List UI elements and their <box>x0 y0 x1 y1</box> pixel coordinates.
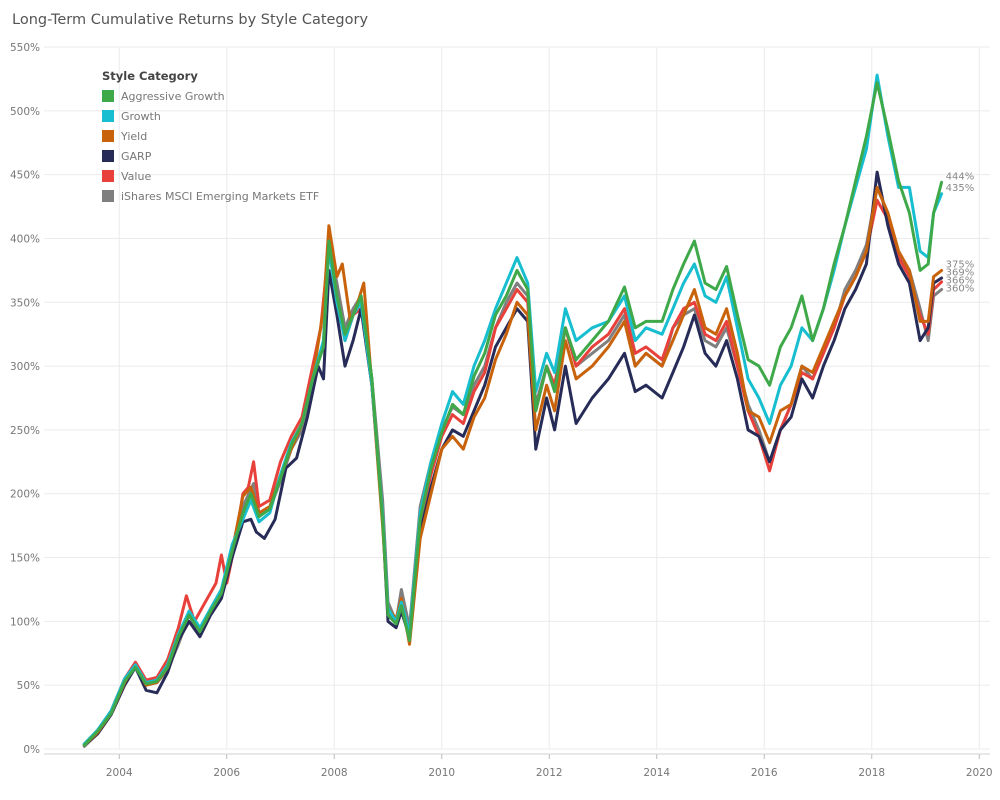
x-tick-label: 2004 <box>106 767 133 779</box>
grid-lines <box>44 46 990 750</box>
legend-item[interactable]: GARP <box>102 146 319 166</box>
legend-item[interactable]: Value <box>102 166 319 186</box>
legend-item[interactable]: Growth <box>102 106 319 126</box>
legend-label: Growth <box>121 109 161 123</box>
legend-swatch <box>102 190 114 202</box>
y-tick-label: 550% <box>10 42 40 54</box>
legend-label: iShares MSCI Emerging Markets ETF <box>121 189 320 203</box>
chart-title: Long-Term Cumulative Returns by Style Ca… <box>12 12 369 28</box>
legend-swatch <box>102 110 114 122</box>
x-tick-label: 2016 <box>751 767 778 779</box>
end-label: 375% <box>946 259 975 270</box>
series-line-garp <box>82 170 944 747</box>
x-tick-label: 2010 <box>428 767 455 779</box>
legend-label: Yield <box>121 129 148 143</box>
legend-label: Value <box>121 169 152 183</box>
end-label: 366% <box>946 275 975 286</box>
y-tick-label: 300% <box>10 361 40 373</box>
y-tick-label: 350% <box>10 297 40 309</box>
end-label: 360% <box>946 283 975 294</box>
y-tick-label: 400% <box>10 233 40 245</box>
legend-swatch <box>102 130 114 142</box>
end-labels: 444%435% 375%369%366%360% <box>946 171 975 294</box>
series-line-ishares-msci-emerging-markets-etf <box>82 185 944 748</box>
legend-label: GARP <box>121 149 152 163</box>
end-label: 369% <box>946 267 975 278</box>
series-line-yield <box>82 185 944 747</box>
x-tick-label: 2006 <box>213 767 240 779</box>
legend-swatch <box>102 170 114 182</box>
series-lines <box>82 73 944 748</box>
y-tick-label: 150% <box>10 553 40 565</box>
x-tick-label: 2018 <box>858 767 885 779</box>
legend: Style Category Aggressive Growth Growth Yi… <box>102 69 319 206</box>
y-tick-label: 500% <box>10 106 40 118</box>
y-tick-label: 50% <box>17 680 40 692</box>
x-tick-label: 2008 <box>321 767 348 779</box>
legend-swatch <box>102 150 114 162</box>
x-tick-label: 2012 <box>536 767 563 779</box>
legend-item[interactable]: Yield <box>102 126 319 146</box>
x-tick-label: 2014 <box>643 767 670 779</box>
legend-swatch <box>102 90 114 102</box>
y-tick-label: 100% <box>10 616 40 628</box>
y-tick-label: 250% <box>10 425 40 437</box>
legend-title: Style Category <box>102 69 198 83</box>
x-tick-label: 2020 <box>966 767 993 779</box>
legend-item[interactable]: iShares MSCI Emerging Markets ETF <box>102 186 319 206</box>
legend-item[interactable]: Aggressive Growth <box>102 86 319 106</box>
y-tick-label: 200% <box>10 489 40 501</box>
end-label: 444% <box>946 171 975 182</box>
series-line-aggressive-growth <box>82 81 944 747</box>
y-tick-label: 450% <box>10 170 40 182</box>
end-label: 435% <box>946 183 975 194</box>
axes: 0% 50% 100% 150% 200% 250% 300% 350% 400% 450% 500… <box>10 42 993 779</box>
legend-items: Aggressive Growth Growth Yield GARP Value iSh… <box>102 86 319 206</box>
y-tick-label: 0% <box>23 744 40 756</box>
legend-label: Aggressive Growth <box>121 89 225 103</box>
